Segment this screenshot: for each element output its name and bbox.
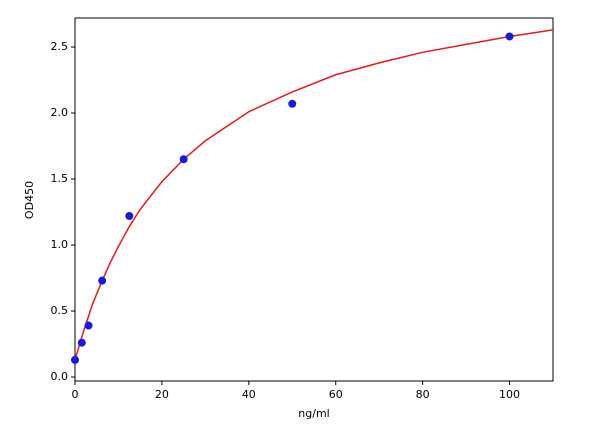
x-tick-label: 80 (416, 388, 430, 401)
plot-frame (74, 17, 554, 382)
x-tick-label: 20 (155, 388, 169, 401)
x-tick-label: 40 (242, 388, 256, 401)
y-tick-label: 0.0 (51, 370, 69, 383)
data-point (179, 155, 188, 164)
y-tick-label: 2.0 (51, 106, 69, 119)
x-tick-label: 60 (329, 388, 343, 401)
data-point (505, 32, 514, 41)
y-tick-label: 1.0 (51, 238, 69, 251)
y-tick-label: 0.5 (51, 304, 69, 317)
data-point (77, 338, 86, 347)
data-point (98, 276, 107, 285)
data-point (288, 99, 297, 108)
data-point (71, 355, 79, 364)
x-tick-label: 100 (499, 388, 520, 401)
y-tick-label: 1.5 (51, 172, 69, 185)
y-tick-label: 2.5 (51, 40, 69, 53)
x-axis-label: ng/ml (298, 407, 329, 420)
y-axis-label: OD450 (23, 181, 36, 219)
x-tick-label: 0 (72, 388, 79, 401)
data-point (84, 321, 93, 330)
data-point (125, 212, 134, 220)
fit-curve (75, 29, 553, 361)
